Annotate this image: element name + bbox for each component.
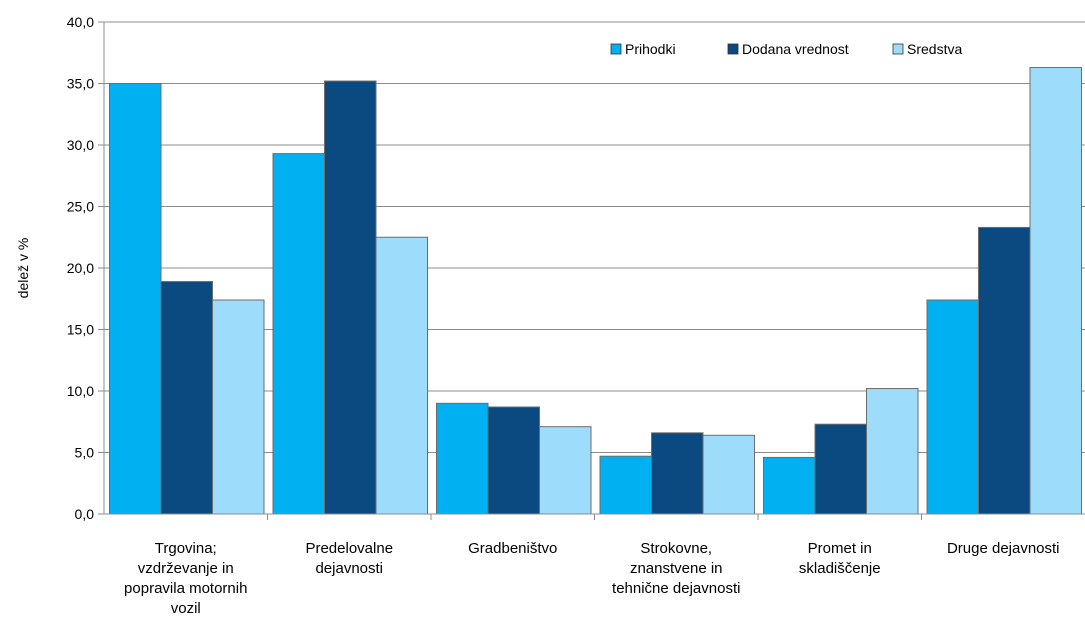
y-tick-label: 40,0 xyxy=(67,14,94,30)
y-tick-label: 35,0 xyxy=(67,76,94,92)
x-category-labels: Trgovina; vzdrževanje in popravila motorni… xyxy=(124,540,1059,617)
bar-sredstva xyxy=(866,388,919,515)
bar-prihodki xyxy=(599,455,652,515)
y-tick-labels: 0,0 5,0 10,0 15,0 20,0 25,0 30,0 35,0 40,0 xyxy=(67,14,94,522)
y-tick-label: 15,0 xyxy=(67,322,94,338)
y-tick-label: 20,0 xyxy=(67,260,94,276)
legend-swatch xyxy=(727,43,739,55)
bar-dodana-vrednost xyxy=(487,406,540,515)
bar-sredstva xyxy=(375,236,428,515)
legend: Prihodki Dodana vrednost Sredstva xyxy=(610,41,962,57)
y-tick-label: 25,0 xyxy=(67,199,94,215)
bar-sredstva xyxy=(212,299,265,515)
x-category-label: Strokovne, znanstvene in tehnične dejavnos… xyxy=(612,540,740,597)
bar-sredstva xyxy=(1029,67,1082,515)
legend-label: Sredstva xyxy=(907,41,962,57)
bar-prihodki xyxy=(763,456,816,515)
y-tick-label: 30,0 xyxy=(67,137,94,153)
legend-swatch xyxy=(610,43,622,55)
bar-dodana-vrednost xyxy=(324,80,377,515)
bar-dodana-vrednost xyxy=(978,226,1031,515)
x-category-label: Druge dejavnosti xyxy=(947,540,1060,557)
bar-prihodki xyxy=(109,83,162,515)
bar-dodana-vrednost xyxy=(814,423,867,515)
axes xyxy=(98,21,1085,520)
legend-swatch xyxy=(892,43,904,55)
x-category-label: Gradbeništvo xyxy=(468,540,557,557)
bar-dodana-vrednost xyxy=(160,281,213,515)
bar-dodana-vrednost xyxy=(651,432,704,515)
bar-prihodki xyxy=(272,153,325,515)
bars xyxy=(109,67,1082,515)
x-category-label: Trgovina; vzdrževanje in popravila motorni… xyxy=(124,540,247,617)
gridlines xyxy=(104,21,1085,515)
legend-label: Prihodki xyxy=(625,41,676,57)
y-tick-label: 10,0 xyxy=(67,383,94,399)
y-tick-label: 0,0 xyxy=(75,506,95,522)
bar-prihodki xyxy=(436,402,489,515)
y-axis-title: delež v % xyxy=(15,238,31,299)
x-category-label: Predelovalne dejavnosti xyxy=(305,540,393,577)
bar-sredstva xyxy=(702,434,755,515)
bar-prihodki xyxy=(926,299,979,515)
y-tick-label: 5,0 xyxy=(75,445,95,461)
x-category-label: Promet in skladiščenje xyxy=(799,540,881,577)
legend-label: Dodana vrednost xyxy=(742,41,849,57)
bar-sredstva xyxy=(539,426,592,515)
